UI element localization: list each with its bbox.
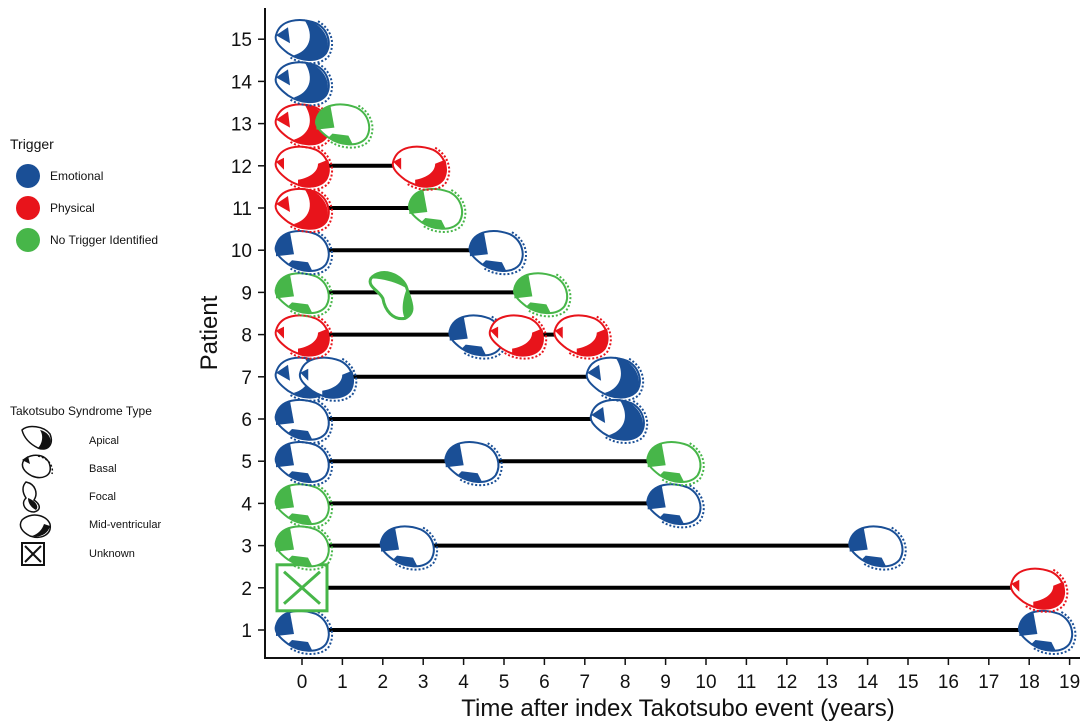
event-markers bbox=[274, 19, 1077, 655]
basal-event-marker bbox=[448, 314, 507, 360]
apical-event-marker bbox=[589, 398, 649, 444]
mid-ventricular-event-marker bbox=[391, 145, 451, 191]
x-tick-label: 13 bbox=[817, 672, 838, 693]
apical-event-marker bbox=[274, 187, 334, 233]
basal-event-marker bbox=[848, 525, 907, 571]
y-tick-label: 11 bbox=[232, 199, 252, 220]
trigger-legend-title: Trigger bbox=[10, 136, 54, 152]
x-tick-label: 15 bbox=[897, 672, 918, 693]
y-tick-label: 3 bbox=[241, 537, 252, 558]
unknown-event-marker bbox=[275, 563, 329, 613]
type-legend-icons bbox=[19, 425, 54, 566]
basal-event-marker bbox=[274, 230, 334, 276]
x-tick-label: 12 bbox=[776, 672, 797, 693]
x-axis-ticks: 0 1 2 3 4 5 6 7 8 9 10 11 12 13 14 15 16 17 18 19 bbox=[297, 658, 1080, 693]
basal-heart-icon bbox=[21, 454, 54, 479]
type-label-focal: Focal bbox=[89, 491, 116, 503]
x-tick-label: 3 bbox=[418, 672, 429, 693]
basal-event-marker bbox=[512, 272, 572, 318]
x-tick-label: 4 bbox=[458, 672, 469, 693]
x-tick-label: 14 bbox=[857, 672, 879, 693]
focal-event-marker bbox=[368, 271, 414, 321]
type-legend: Takotsubo Syndrome Type Apical bbox=[10, 404, 210, 574]
basal-event-marker bbox=[646, 483, 705, 529]
focal-heart-icon bbox=[22, 481, 40, 513]
legend-label-physical: Physical bbox=[50, 201, 95, 215]
x-tick-label: 9 bbox=[660, 672, 671, 693]
apical-event-marker bbox=[274, 19, 334, 65]
y-tick-label: 10 bbox=[231, 241, 252, 262]
type-label-apical: Apical bbox=[89, 435, 119, 447]
y-tick-label: 4 bbox=[241, 494, 252, 515]
basal-event-marker bbox=[444, 441, 503, 487]
apical-event-marker bbox=[585, 356, 645, 402]
basal-event-marker bbox=[274, 483, 334, 529]
x-tick-label: 19 bbox=[1059, 672, 1080, 693]
x-tick-label: 10 bbox=[695, 672, 716, 693]
x-axis-title: Time after index Takotsubo event (years) bbox=[461, 695, 895, 721]
basal-event-marker bbox=[468, 230, 527, 276]
mid-ventricular-heart-icon bbox=[19, 514, 51, 538]
x-tick-label: 2 bbox=[378, 672, 389, 693]
basal-event-marker bbox=[379, 525, 439, 571]
y-tick-label: 12 bbox=[231, 157, 252, 178]
y-tick-label: 5 bbox=[241, 452, 252, 473]
x-tick-label: 5 bbox=[499, 672, 510, 693]
x-tick-label: 17 bbox=[978, 672, 999, 693]
mid-ventricular-event-marker bbox=[488, 314, 548, 360]
mid-ventricular-event-marker bbox=[1009, 567, 1069, 613]
legend-label-no-trigger: No Trigger Identified bbox=[50, 233, 159, 247]
y-tick-label: 2 bbox=[241, 579, 252, 600]
y-tick-label: 6 bbox=[241, 410, 252, 431]
basal-event-marker bbox=[274, 525, 334, 571]
trigger-legend: Trigger Emotional Physical No Trigger Id… bbox=[10, 136, 210, 256]
basal-event-marker bbox=[1017, 609, 1077, 655]
basal-event-marker bbox=[646, 441, 705, 487]
chart-axes bbox=[264, 8, 1080, 659]
mid-ventricular-event-marker bbox=[553, 314, 612, 360]
type-label-basal: Basal bbox=[89, 463, 117, 475]
type-label-mid-ventricular: Mid-ventricular bbox=[89, 519, 162, 531]
y-tick-label: 8 bbox=[241, 326, 252, 347]
x-tick-label: 16 bbox=[938, 672, 959, 693]
legend-label-emotional: Emotional bbox=[50, 169, 104, 183]
basal-event-marker bbox=[315, 103, 374, 149]
basal-event-marker bbox=[274, 441, 334, 487]
y-tick-label: 1 bbox=[241, 621, 252, 642]
y-tick-label: 7 bbox=[241, 368, 252, 389]
mid-ventricular-event-marker bbox=[274, 314, 334, 360]
x-tick-label: 1 bbox=[337, 672, 348, 693]
x-tick-label: 0 bbox=[297, 672, 308, 693]
x-tick-label: 6 bbox=[539, 672, 550, 693]
y-tick-label: 13 bbox=[231, 115, 252, 136]
mid-ventricular-event-marker bbox=[298, 356, 358, 402]
emotional-dot-icon bbox=[16, 164, 40, 188]
type-legend-title: Takotsubo Syndrome Type bbox=[10, 404, 152, 418]
y-axis-title: Patient bbox=[196, 295, 223, 370]
basal-event-marker bbox=[407, 187, 467, 233]
apical-event-marker bbox=[274, 61, 334, 107]
unknown-box-icon bbox=[21, 542, 45, 566]
y-tick-label: 14 bbox=[231, 72, 253, 93]
physical-dot-icon bbox=[16, 196, 40, 220]
basal-event-marker bbox=[274, 609, 334, 655]
no-trigger-dot-icon bbox=[16, 228, 40, 252]
basal-event-marker bbox=[274, 272, 334, 318]
basal-event-marker bbox=[274, 398, 334, 444]
apical-heart-icon bbox=[21, 425, 52, 450]
y-tick-label: 9 bbox=[241, 283, 252, 304]
mid-ventricular-event-marker bbox=[274, 145, 334, 191]
x-tick-label: 11 bbox=[737, 672, 757, 693]
y-tick-label: 15 bbox=[231, 30, 252, 51]
x-tick-label: 18 bbox=[1019, 672, 1040, 693]
x-tick-label: 7 bbox=[580, 672, 591, 693]
x-tick-label: 8 bbox=[620, 672, 631, 693]
type-label-unknown: Unknown bbox=[89, 548, 135, 560]
